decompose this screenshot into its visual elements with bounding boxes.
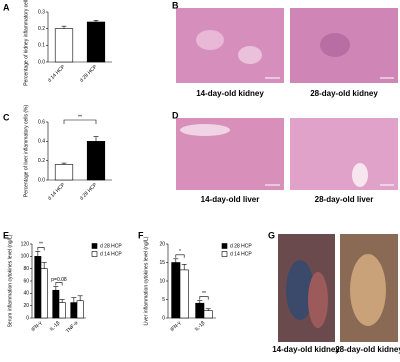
- bar: [54, 28, 74, 63]
- y-tick-label: 80: [23, 266, 29, 272]
- bar: [58, 302, 66, 319]
- panel-letter: E: [3, 230, 9, 240]
- texture: [320, 33, 350, 57]
- legend-swatch: [91, 243, 98, 249]
- texture: [238, 46, 262, 64]
- texture: [308, 272, 328, 328]
- y-tick-label: 10: [159, 278, 165, 284]
- x-tick-label: IFN-γ: [30, 320, 43, 333]
- panel-letter: D: [172, 110, 179, 120]
- y-axis-label: Liver inflammation cytokines level (ng/L…: [143, 236, 149, 325]
- annotation: p=0.08: [51, 277, 67, 283]
- significance-bracket: [63, 119, 97, 124]
- panel-letter: B: [172, 0, 179, 10]
- y-tick-label: 0.4: [38, 139, 45, 145]
- x-tick-label: IFN-γ: [169, 320, 182, 333]
- x-tick-label: d 28 HCP: [79, 182, 99, 202]
- bar: [86, 21, 106, 63]
- legend-swatch: [91, 251, 98, 257]
- photos: [176, 8, 398, 342]
- bar: [52, 289, 60, 319]
- texture: [196, 30, 224, 50]
- y-tick-label: 60: [23, 278, 29, 284]
- y-axis-label: Percentage of liver inflammatory cells (…: [23, 105, 29, 198]
- image-caption: 28-day-old liver: [315, 195, 374, 204]
- texture: [352, 163, 368, 187]
- x-tick-label: IL-1β: [49, 320, 61, 332]
- x-tick-label: TNF-α: [65, 320, 79, 334]
- legend-swatch: [221, 243, 228, 249]
- panel-letter: F: [138, 230, 144, 240]
- image-caption: 28-day-old kidney: [310, 89, 378, 98]
- bar: [76, 300, 84, 319]
- y-tick-label: 20: [23, 303, 29, 309]
- image-caption: 14-day-old kidney: [196, 89, 264, 98]
- y-tick-label: 0.2: [38, 26, 45, 32]
- texture: [350, 254, 386, 326]
- y-tick-label: 0.6: [38, 119, 45, 125]
- panel-letter: C: [3, 112, 10, 122]
- annotation: **: [202, 291, 206, 297]
- image-caption: 28-day-old kidney: [335, 345, 400, 354]
- annotation: *: [179, 249, 181, 255]
- histology-image: [290, 118, 398, 190]
- bar: [54, 164, 74, 181]
- y-tick-label: 40: [23, 291, 29, 297]
- image-caption: 14-day-old kidney: [272, 345, 340, 354]
- annotation: **: [78, 114, 82, 120]
- y-tick-label: 5: [162, 297, 165, 303]
- y-tick-label: 0.0: [38, 177, 45, 183]
- y-axis-label: Percentage of kidney inflammatory cells …: [23, 0, 29, 86]
- bar: [70, 302, 78, 319]
- y-tick-label: 0.2: [38, 158, 45, 164]
- legend-label: d 14 HCP: [230, 251, 252, 257]
- bar: [195, 302, 205, 319]
- annotation: **: [39, 242, 43, 248]
- x-tick-label: d 28 HCP: [79, 64, 99, 84]
- histology-image: [176, 8, 284, 83]
- y-tick-label: 100: [21, 254, 30, 260]
- bar: [40, 268, 48, 319]
- bar: [179, 269, 189, 319]
- panel-letter: A: [3, 2, 10, 12]
- y-tick-label: 0: [162, 315, 165, 321]
- texture: [180, 124, 230, 136]
- legend-swatch: [221, 251, 228, 257]
- legend-label: d 14 HCP: [100, 251, 122, 257]
- x-tick-label: d 14 HCP: [47, 64, 67, 84]
- bar: [171, 262, 181, 319]
- bar: [34, 256, 42, 319]
- significance-bracket: [55, 282, 63, 286]
- bar: [86, 141, 106, 181]
- y-tick-label: 0.0: [38, 59, 45, 65]
- panel-letter: G: [268, 230, 275, 240]
- y-tick-label: 0: [26, 315, 29, 321]
- y-tick-label: 120: [21, 241, 30, 247]
- y-tick-label: 0.3: [38, 9, 45, 15]
- image-caption: 14-day-old liver: [201, 195, 260, 204]
- y-axis-label: Serum inflammation cytokines level (ng/L…: [7, 234, 13, 327]
- x-tick-label: d 14 HCP: [47, 182, 67, 202]
- texture: [286, 260, 314, 320]
- y-tick-label: 20: [159, 241, 165, 247]
- y-tick-label: 0.1: [38, 43, 45, 49]
- legend-label: d 28 HCP: [230, 243, 252, 249]
- y-tick-label: 15: [159, 260, 165, 266]
- significance-bracket: [37, 247, 45, 251]
- significance-bracket: [199, 296, 209, 300]
- x-tick-label: IL-1β: [194, 320, 206, 332]
- significance-bracket: [175, 254, 185, 258]
- bar: [203, 310, 213, 319]
- legend-label: d 28 HCP: [100, 243, 122, 249]
